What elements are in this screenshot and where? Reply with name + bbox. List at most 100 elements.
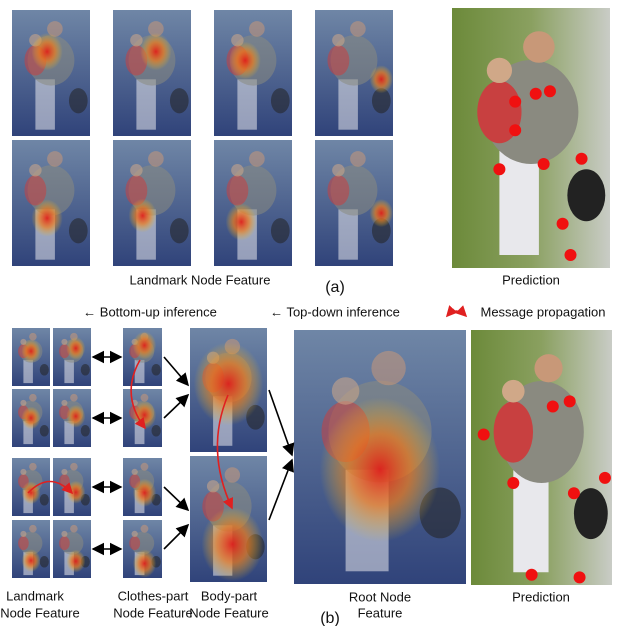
child-head — [131, 468, 138, 476]
bag — [151, 424, 161, 437]
head — [224, 467, 241, 483]
bag — [68, 88, 88, 114]
head — [29, 462, 37, 471]
keypoint — [556, 217, 569, 230]
legs — [64, 489, 74, 514]
child — [327, 45, 350, 76]
head — [249, 151, 265, 167]
head — [47, 151, 63, 167]
child — [59, 536, 70, 551]
photo — [12, 520, 50, 578]
heatmap — [21, 339, 41, 363]
bag — [270, 88, 290, 114]
legs — [499, 151, 539, 255]
keypoint — [564, 249, 577, 261]
keypoint — [543, 85, 556, 98]
child-head — [130, 164, 143, 177]
photo — [53, 389, 91, 447]
heatmap — [369, 199, 393, 228]
photo — [12, 328, 50, 386]
bag — [567, 169, 606, 222]
photo — [214, 10, 292, 136]
photo — [53, 328, 91, 386]
heatmap — [193, 342, 264, 426]
caption: Feature — [358, 605, 403, 620]
legs — [338, 79, 358, 130]
legs — [23, 420, 33, 445]
keypoint — [563, 395, 576, 408]
caption: Body-part — [201, 588, 258, 603]
head — [534, 354, 563, 383]
head — [29, 332, 37, 341]
keypoint — [575, 152, 588, 165]
photo — [113, 140, 191, 266]
child-head — [20, 530, 27, 537]
photo — [12, 10, 90, 136]
bag — [80, 424, 90, 437]
caption: Landmark Node Feature — [130, 272, 271, 287]
heatmap — [66, 480, 86, 504]
bag — [39, 493, 49, 506]
child-head — [131, 530, 138, 538]
head — [47, 21, 63, 37]
head — [523, 31, 555, 63]
keypoint — [529, 87, 542, 100]
bag — [371, 88, 391, 114]
child — [24, 175, 47, 206]
photo — [294, 330, 466, 584]
heatmap — [132, 549, 157, 578]
panel-label: (b) — [320, 610, 340, 626]
legs — [35, 79, 55, 130]
child-head — [331, 377, 360, 405]
bag — [80, 363, 90, 376]
photo — [123, 328, 162, 386]
photo — [123, 389, 162, 447]
child — [125, 175, 148, 206]
photo — [315, 10, 393, 136]
head — [148, 21, 164, 37]
photo — [12, 140, 90, 266]
bag — [270, 218, 290, 244]
child-head — [130, 34, 143, 47]
legs — [338, 209, 358, 260]
bag — [39, 424, 49, 437]
heatmap — [201, 507, 264, 582]
caption: Root Node — [349, 589, 411, 604]
photo — [123, 520, 162, 578]
child-head — [486, 57, 513, 84]
keypoint — [546, 400, 559, 413]
caption: Clothes-part — [118, 588, 189, 603]
child-head — [502, 379, 525, 403]
legs — [237, 79, 257, 130]
child — [18, 536, 29, 551]
caption: Landmark — [6, 588, 64, 603]
child-head — [20, 468, 27, 475]
keypoint — [509, 95, 522, 108]
head — [249, 21, 265, 37]
bag — [39, 555, 49, 568]
photo — [12, 458, 50, 516]
heatmap — [21, 406, 41, 430]
legs — [513, 470, 549, 573]
photo — [315, 140, 393, 266]
head — [148, 151, 164, 167]
legs — [64, 420, 74, 445]
heatmap — [21, 549, 41, 572]
heatmap — [229, 41, 261, 80]
head — [70, 524, 78, 533]
photo — [190, 456, 267, 582]
legs — [136, 79, 156, 130]
photo — [12, 389, 50, 447]
caption: Node Feature — [113, 605, 193, 620]
child-head — [61, 468, 68, 475]
head — [350, 151, 366, 167]
arrows — [27, 305, 468, 556]
bag — [68, 218, 88, 244]
keypoint — [598, 471, 611, 484]
child-head — [20, 399, 27, 406]
photo — [113, 10, 191, 136]
heatmap — [225, 203, 257, 241]
child — [226, 175, 249, 206]
photo — [214, 140, 292, 266]
photo — [123, 458, 162, 516]
